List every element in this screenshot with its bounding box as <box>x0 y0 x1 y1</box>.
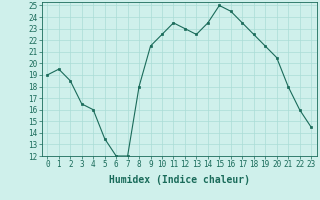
X-axis label: Humidex (Indice chaleur): Humidex (Indice chaleur) <box>109 175 250 185</box>
